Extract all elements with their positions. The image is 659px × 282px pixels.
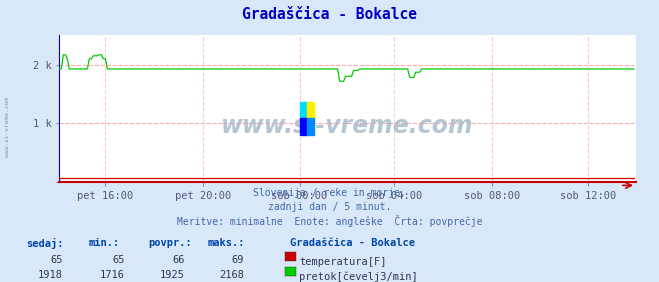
Text: 65: 65 [50,255,63,265]
Text: 2168: 2168 [219,270,244,280]
Text: 1925: 1925 [159,270,185,280]
Text: 69: 69 [231,255,244,265]
Bar [300,102,307,118]
Text: 65: 65 [113,255,125,265]
Text: Gradaščica - Bokalce: Gradaščica - Bokalce [242,7,417,22]
Text: zadnji dan / 5 minut.: zadnji dan / 5 minut. [268,202,391,212]
Text: maks.:: maks.: [208,238,245,248]
Text: povpr.:: povpr.: [148,238,192,248]
Text: sedaj:: sedaj: [26,238,64,249]
Bar [307,102,314,118]
Text: Slovenija / reke in morje.: Slovenija / reke in morje. [253,188,406,197]
Bar [307,118,314,135]
Text: 1716: 1716 [100,270,125,280]
Bar [300,118,307,135]
Text: 1918: 1918 [38,270,63,280]
Text: temperatura[F]: temperatura[F] [299,257,387,266]
Text: pretok[čevelj3/min]: pretok[čevelj3/min] [299,272,418,282]
Text: www.si-vreme.com: www.si-vreme.com [221,114,474,138]
Text: 66: 66 [172,255,185,265]
Text: min.:: min.: [89,238,120,248]
Text: www.si-vreme.com: www.si-vreme.com [5,97,11,157]
Text: Gradaščica - Bokalce: Gradaščica - Bokalce [290,238,415,248]
Text: Meritve: minimalne  Enote: angleške  Črta: povprečje: Meritve: minimalne Enote: angleške Črta:… [177,215,482,227]
